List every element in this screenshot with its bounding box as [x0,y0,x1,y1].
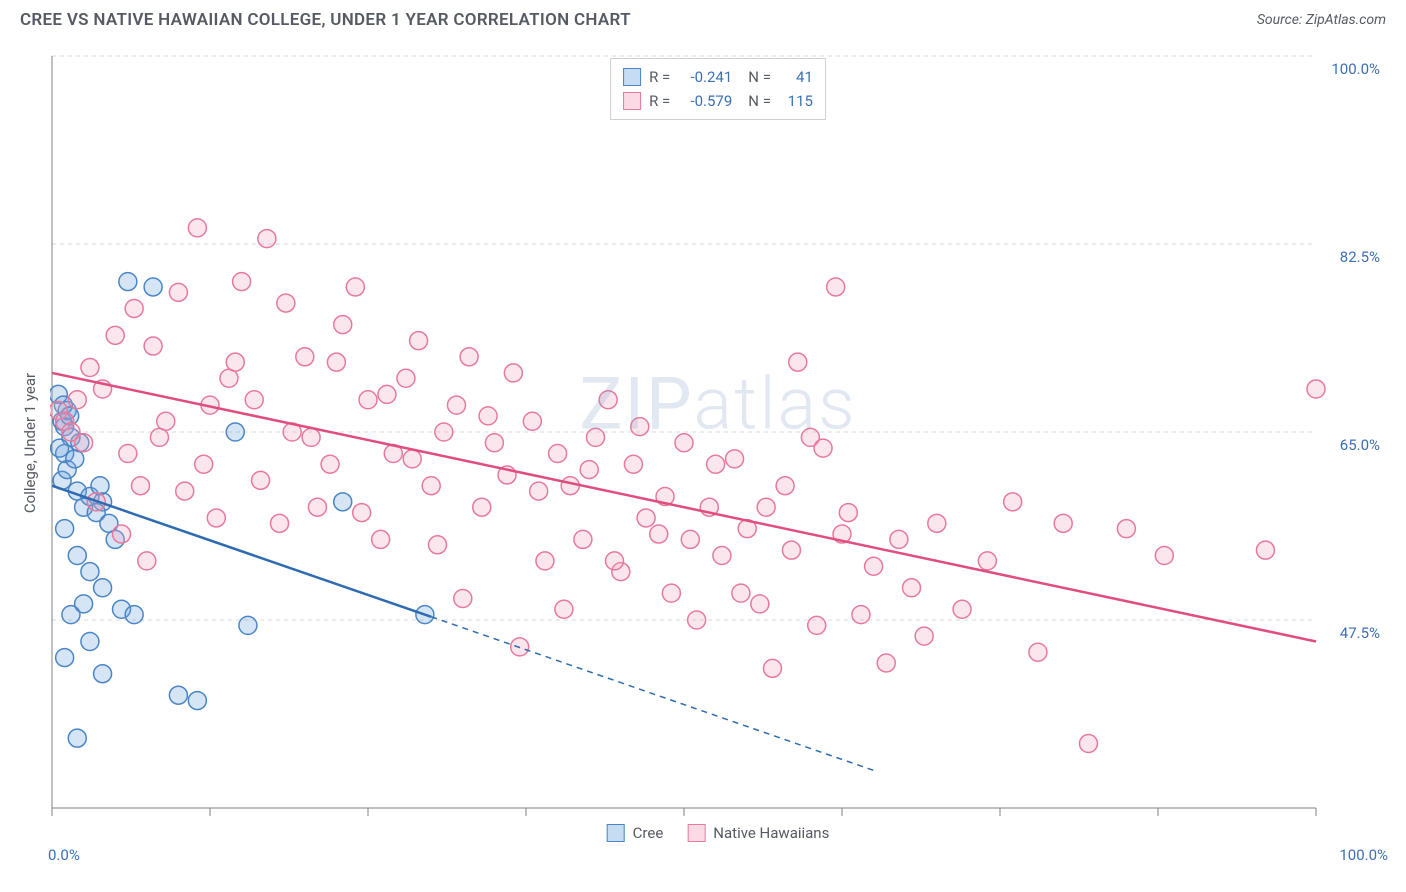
svg-text:100.0%: 100.0% [1331,60,1380,78]
legend-swatch [623,92,641,110]
x-axis-max-label: 100.0% [1339,846,1388,864]
legend-correlation-row: R = -0.241 N = 41 [623,65,813,89]
legend-series-label: Native Hawaiians [713,824,829,842]
legend-n-label: N = [748,89,771,113]
legend-swatch [607,824,625,842]
svg-text:47.5%: 47.5% [1340,624,1380,642]
legend-swatch [687,824,705,842]
chart-header: CREE VS NATIVE HAWAIIAN COLLEGE, UNDER 1… [0,0,1406,38]
y-axis-label: College, Under 1 year [21,373,39,513]
legend-series: Cree Native Hawaiians [607,824,830,842]
svg-text:82.5%: 82.5% [1340,248,1380,266]
legend-series-item: Cree [607,824,664,842]
x-axis-min-label: 0.0% [48,846,80,864]
legend-r-value: -0.241 [678,65,732,89]
legend-correlation-row: R = -0.579 N = 115 [623,89,813,113]
legend-series-item: Native Hawaiians [687,824,829,842]
legend-r-label: R = [649,65,670,89]
legend-r-value: -0.579 [678,89,732,113]
legend-correlation: R = -0.241 N = 41 R = -0.579 N = 115 [610,58,826,120]
legend-r-label: R = [649,89,670,113]
legend-series-label: Cree [633,824,664,842]
legend-n-value: 115 [779,89,813,113]
svg-text:65.0%: 65.0% [1340,436,1380,454]
chart-title: CREE VS NATIVE HAWAIIAN COLLEGE, UNDER 1… [20,10,631,30]
legend-n-label: N = [748,65,771,89]
legend-swatch [623,68,641,86]
chart-container: College, Under 1 year 47.5%65.0%82.5%100… [50,48,1386,838]
scatter-plot: 47.5% 65.0% 82.5% 100.0% [50,48,1386,838]
chart-source: Source: ZipAtlas.com [1257,12,1386,28]
legend-n-value: 41 [779,65,813,89]
